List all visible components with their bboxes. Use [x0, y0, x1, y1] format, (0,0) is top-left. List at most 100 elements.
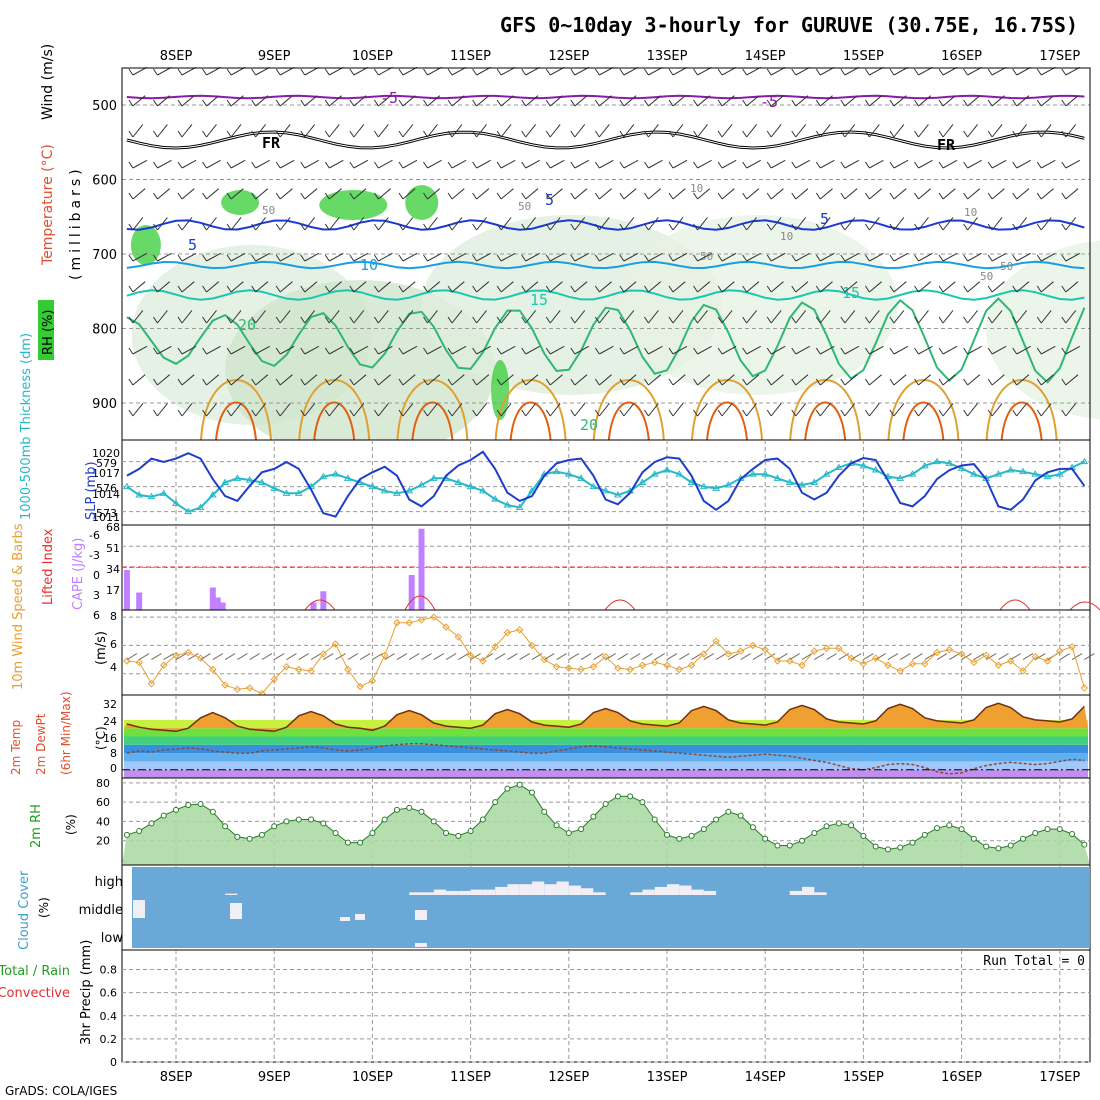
wind-speed-point: [663, 661, 671, 669]
wind-barb-flag: [889, 316, 895, 324]
wind-barb: [476, 217, 487, 231]
surface-wind-barb: [163, 653, 174, 661]
wind-barb: [942, 252, 958, 262]
top-date-label: 17SEP: [1039, 49, 1080, 64]
rh-point: [541, 808, 548, 815]
rh-point: [590, 813, 597, 820]
wind-barb-flag: [496, 409, 502, 417]
wind-barb: [648, 124, 659, 138]
wind-barb: [402, 217, 414, 231]
wind-barb-flag: [914, 68, 919, 76]
y-tick-label: 0.8: [100, 964, 118, 977]
wind-barb: [157, 95, 171, 107]
y-tick-label: 579: [96, 457, 117, 470]
wind-barb-flag: [251, 409, 257, 417]
wind-barb-flag: [668, 130, 674, 138]
rh-point: [835, 820, 842, 827]
wind-barb: [795, 345, 811, 355]
wind-barb: [353, 188, 367, 200]
wind-barb-flag: [447, 99, 453, 107]
wind-barb: [181, 217, 193, 231]
wind-barb: [427, 403, 438, 417]
wind-barb: [451, 345, 467, 355]
wind-barb-flag: [668, 99, 674, 107]
wind-barb-flag: [668, 68, 674, 76]
wind-barb-flag: [717, 161, 723, 169]
wind-barb-flag: [987, 409, 993, 417]
wind-barb-flag: [766, 223, 772, 231]
wind-barb-flag: [373, 409, 379, 417]
wind-barb: [476, 66, 491, 76]
temp-y-labels: 2m Temp: [9, 720, 23, 775]
wind-barb: [967, 374, 981, 386]
y-axis-label: Temperature (°C): [40, 144, 56, 266]
top-date-label: 15SEP: [843, 49, 884, 64]
wind-barb-flag: [177, 347, 183, 355]
wind-barb: [574, 159, 590, 169]
wind-barb-flag: [496, 192, 502, 200]
wind-barb-flag: [594, 378, 600, 386]
y-tick-label: 60: [96, 796, 110, 809]
wind-barb: [893, 159, 909, 169]
cloud-cover-bar: [507, 884, 520, 895]
wind-barb-flag: [570, 161, 576, 169]
rh-point: [737, 812, 744, 819]
wind-barb-flag: [570, 347, 576, 355]
wind-barb-flag: [373, 130, 379, 138]
wind-barb-flag: [987, 192, 993, 200]
wind-barb-flag: [742, 99, 748, 107]
wind-barb: [770, 159, 786, 169]
y-tick-label-right: 1011: [92, 511, 120, 524]
wind-barb-flag: [570, 409, 576, 417]
wind-barb: [132, 252, 148, 262]
wind-barb: [255, 124, 266, 138]
cloud-cover-bar: [581, 888, 594, 895]
cloud-bg: [132, 867, 1090, 948]
wind-barb-flag: [963, 378, 969, 386]
wind-barb: [648, 159, 663, 169]
wind-barb-flag: [423, 99, 428, 107]
wind-barb: [967, 188, 981, 200]
wind-barb-flag: [938, 316, 944, 324]
bottom-date-label: 14SEP: [745, 1070, 786, 1085]
wind-speed-point: [503, 628, 512, 637]
wind-speed-point: [921, 660, 929, 668]
wind-barb: [574, 124, 586, 138]
wind-barb-flag: [644, 223, 649, 231]
wind-barb: [230, 345, 246, 355]
wind-barb-flag: [914, 378, 919, 386]
rh-point: [320, 820, 327, 827]
wind-barb-flag: [251, 223, 257, 231]
wind-barb-flag: [693, 285, 698, 293]
wind-barb: [942, 310, 954, 324]
wind-barb-flag: [496, 130, 502, 138]
rh-point: [909, 839, 916, 846]
warm-contour: [215, 401, 257, 441]
lifted-index-line: [999, 599, 1031, 611]
contour-label: 5: [820, 210, 829, 228]
wind-barb-flag: [153, 130, 158, 138]
wind-barb: [918, 345, 933, 355]
slp-y-labels: 1000-500mb Thickness (dm): [19, 333, 34, 520]
wind-barb-flag: [521, 316, 527, 324]
wind-speed-point: [393, 619, 401, 627]
wind-barb: [329, 345, 344, 355]
wind-barb-flag: [570, 192, 576, 200]
wind-barb-flag: [226, 409, 232, 417]
wind-speed-point: [638, 661, 647, 669]
rh-point: [970, 835, 977, 842]
wind-speed-point: [135, 658, 143, 667]
wind-barb: [549, 217, 561, 231]
wind-barb-flag: [226, 192, 232, 200]
wind-barb: [869, 124, 880, 138]
y-axis-label: 2m RH: [29, 804, 44, 848]
wind-barb-flag: [349, 68, 355, 76]
wind-barb: [157, 374, 171, 386]
cloud-cover-bar: [415, 943, 427, 947]
wind-barb: [255, 281, 269, 293]
wind-barb-flag: [1012, 161, 1018, 169]
wind-speed-point: [982, 651, 990, 660]
wind-barb-flag: [987, 130, 993, 138]
contour-label: FR: [262, 134, 281, 152]
contour-label: 10: [780, 230, 793, 243]
